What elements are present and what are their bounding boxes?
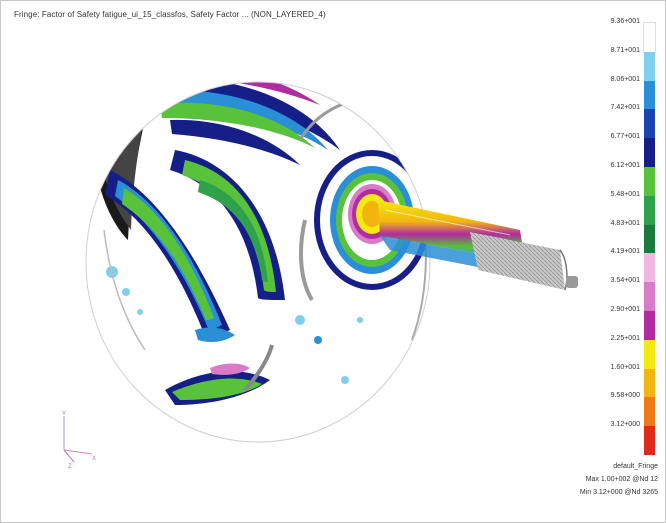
legend-level: 3.54+001 xyxy=(585,277,655,311)
legend-swatch xyxy=(643,22,656,53)
shaft xyxy=(378,200,578,291)
legend-swatch xyxy=(644,397,655,427)
z-axis-line xyxy=(63,449,75,463)
legend-label: 6.12+001 xyxy=(610,162,640,169)
legend-level: 8.06+001 xyxy=(585,76,655,110)
legend-label: 2.90+001 xyxy=(610,306,640,313)
legend-level: 3.12+000 xyxy=(585,421,655,455)
legend-level: 6.77+001 xyxy=(585,133,655,167)
legend-swatch xyxy=(644,282,655,311)
legend-level: 9.36+001 xyxy=(585,18,656,53)
legend-level: 5.48+001 xyxy=(585,191,655,225)
legend-swatch xyxy=(644,368,655,398)
legend-swatch xyxy=(644,195,655,225)
z-axis-label: Z xyxy=(68,464,72,468)
legend-label: 7.42+001 xyxy=(610,104,640,112)
legend-level: 2.90+001 xyxy=(585,306,655,340)
legend-label: 3.12+000 xyxy=(610,421,640,429)
x-axis-line xyxy=(63,449,93,455)
legend-level: 2.25+001 xyxy=(585,335,655,369)
legend-swatch xyxy=(644,253,655,283)
legend-level: 7.42+001 xyxy=(585,104,655,139)
legend-label: 6.77+001 xyxy=(610,133,640,141)
legend-label: 9.58+000 xyxy=(610,392,640,400)
legend-label: 5.48+001 xyxy=(610,190,640,198)
legend-swatch xyxy=(644,426,655,455)
legend-label: 3.54+001 xyxy=(610,277,640,285)
legend-level: 4.83+001 xyxy=(585,220,655,254)
legend-swatch xyxy=(644,138,655,167)
sphere-outline xyxy=(85,81,431,443)
legend-level: 1.60+001 xyxy=(585,364,655,398)
fringe-name: default_Fringe xyxy=(613,463,658,470)
max-readout: Max 1.00+002 @Nd 12 xyxy=(585,476,658,483)
axis-triad: Y X Z xyxy=(62,411,96,468)
min-readout: Min 3.12+000 @Nd 3265 xyxy=(579,489,658,496)
legend-label: 2.25+001 xyxy=(610,334,640,342)
legend-level: 8.71+001 xyxy=(585,47,655,81)
fringe-legend: 9.36+001 8.71+001 8.06+001 7.42+001 6.77+001… xyxy=(585,18,656,460)
legend-swatch xyxy=(644,339,655,369)
legend-swatch xyxy=(644,51,655,81)
fringe-title: Fringe: Factor of Safety fatigue_ui_15_c… xyxy=(14,10,326,19)
legend-label: 8.71+001 xyxy=(610,46,640,54)
sphere-shell xyxy=(86,82,430,442)
y-axis-label: Y xyxy=(62,411,66,417)
legend-label: 9.36+001 xyxy=(610,18,640,25)
legend-level: 4.19+001 xyxy=(585,248,655,283)
legend-swatch xyxy=(644,167,655,196)
legend-swatch xyxy=(644,311,655,340)
legend-swatch xyxy=(644,224,655,254)
legend-swatch xyxy=(644,80,655,110)
legend-level: 6.12+001 xyxy=(585,162,655,196)
shaft-end-cap xyxy=(566,276,578,288)
legend-level: 9.58+000 xyxy=(585,392,655,427)
legend-label: 8.06+001 xyxy=(610,75,640,83)
legend-swatch xyxy=(644,109,655,139)
legend-label: 1.60+001 xyxy=(610,363,640,371)
x-axis-label: X xyxy=(92,456,96,462)
legend-label: 4.19+001 xyxy=(610,248,640,256)
legend-label: 4.83+001 xyxy=(610,219,640,227)
